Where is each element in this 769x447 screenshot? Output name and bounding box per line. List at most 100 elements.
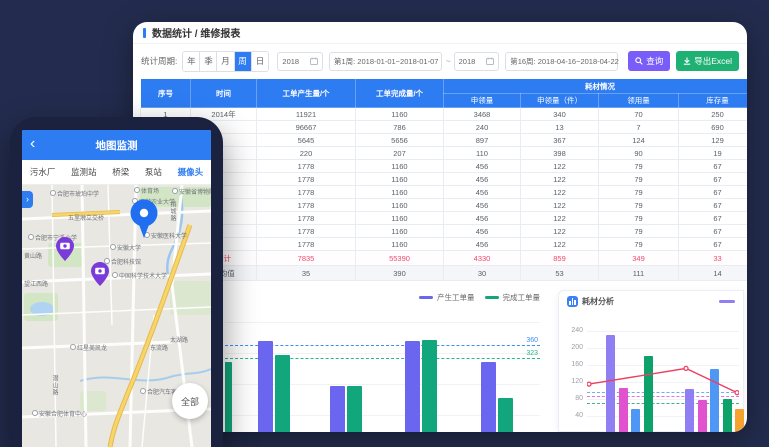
- table-cell: 1778: [257, 186, 356, 199]
- start-week-input[interactable]: 第1周: 2018-01-01~2018-01-07: [329, 52, 442, 71]
- consumables-chart-header: 耗材分析: [559, 291, 743, 311]
- period-segmented: 年季月周日: [182, 51, 269, 72]
- table-cell: 1778: [257, 238, 356, 251]
- table-cell: 122: [521, 225, 599, 238]
- legend-swatch: [485, 296, 499, 299]
- title-accent-bar: [143, 28, 146, 38]
- map-label: 东流路: [150, 343, 168, 352]
- table-cell: 67: [679, 199, 748, 212]
- group-header: 耗材情况: [444, 79, 748, 94]
- table-cell: 79: [599, 238, 679, 251]
- camera-pin-1[interactable]: [56, 237, 74, 266]
- period-option[interactable]: 日: [252, 52, 269, 71]
- back-chevron-icon[interactable]: ‹: [30, 134, 35, 154]
- end-week-input[interactable]: 第16周: 2018-04-16~2018-04-22: [505, 52, 618, 71]
- table-cell: 398: [521, 147, 599, 160]
- table-cell: 5645: [257, 134, 356, 147]
- map-label: 五里墩立交桥: [68, 213, 104, 222]
- show-all-button[interactable]: 全部: [172, 383, 208, 419]
- phone-tab[interactable]: 摄像头: [178, 166, 204, 178]
- chart-bar: [481, 362, 496, 432]
- table-cell: 13: [521, 121, 599, 134]
- chart-bar: [498, 398, 513, 432]
- filter-toolbar: 统计周期: 年季月周日 2018 第1周: 2018-01-01~2018-01…: [133, 44, 747, 78]
- table-cell: 220: [257, 147, 356, 160]
- phone-tab[interactable]: 污水厂: [30, 166, 56, 178]
- table-row[interactable]: 7177811604561227967: [141, 186, 748, 199]
- camera-pin-2[interactable]: [91, 262, 109, 291]
- selected-camera-pin[interactable]: [129, 199, 159, 244]
- table-row[interactable]: 12014年119211160346834070250: [141, 108, 748, 121]
- table-row[interactable]: 6177811604561227967: [141, 173, 748, 186]
- summary-value: 7835: [257, 251, 356, 266]
- period-label: 统计周期:: [141, 55, 177, 67]
- legend-label: 产生工单量: [437, 292, 475, 303]
- period-option[interactable]: 年: [183, 52, 200, 71]
- map-label: 太湖路: [170, 335, 188, 344]
- table-cell: 122: [521, 238, 599, 251]
- search-button[interactable]: 查询: [628, 51, 670, 71]
- summary-value: 349: [599, 251, 679, 266]
- y-axis-tick: 160: [561, 361, 583, 368]
- table-row[interactable]: 42202071103989019: [141, 147, 748, 160]
- breadcrumb-row: 数据统计 / 维修报表: [133, 22, 747, 44]
- calendar-icon: [310, 57, 318, 65]
- chart-bar: [330, 386, 345, 432]
- table-row[interactable]: 9177811604561227967: [141, 212, 748, 225]
- table-cell: 79: [599, 160, 679, 173]
- map-label: 合肥市琥珀中学: [50, 189, 99, 198]
- legend-item: 产生工单量: [419, 292, 475, 303]
- end-year-value: 2018: [459, 57, 476, 66]
- export-excel-button[interactable]: 导出Excel: [676, 51, 739, 71]
- table-cell: 129: [679, 134, 748, 147]
- end-year-input[interactable]: 2018: [454, 52, 500, 71]
- period-option[interactable]: 月: [217, 52, 234, 71]
- map-expand-button[interactable]: ›: [22, 191, 33, 208]
- y-axis-tick: 40: [561, 412, 583, 419]
- map-label: 望江西路: [24, 279, 48, 288]
- period-option[interactable]: 周: [235, 52, 252, 71]
- table-row[interactable]: 5177811604561227967: [141, 160, 748, 173]
- table-row[interactable]: 11177811604561227967: [141, 238, 748, 251]
- table-cell: 1160: [356, 173, 444, 186]
- summary-value: 111: [599, 266, 679, 281]
- consumables-chart-plot: 2402001601208040: [587, 313, 739, 432]
- table-cell: 122: [521, 186, 599, 199]
- phone-mockup: ‹ 地图监测 污水厂 监测站 桥梁 泵站 摄像头: [10, 117, 223, 447]
- table-cell: 79: [599, 212, 679, 225]
- summary-value: 4330: [444, 251, 521, 266]
- table-cell: 456: [444, 160, 521, 173]
- charts-row: 产生工单量完成工单量 360323 耗材分析 2402001601208040: [133, 288, 747, 432]
- phone-tab[interactable]: 泵站: [145, 166, 162, 178]
- phone-tab[interactable]: 监测站: [71, 166, 97, 178]
- period-option[interactable]: 季: [200, 52, 217, 71]
- summary-value: 14: [679, 266, 748, 281]
- table-cell: 1778: [257, 225, 356, 238]
- column-header: 时间: [191, 79, 257, 108]
- table-cell: 3468: [444, 108, 521, 121]
- table-row[interactable]: 10177811604561227967: [141, 225, 748, 238]
- table-cell: 1778: [257, 160, 356, 173]
- y-axis-tick: 200: [561, 344, 583, 351]
- start-year-input[interactable]: 2018: [277, 52, 323, 71]
- table-cell: 96667: [257, 121, 356, 134]
- search-icon: [635, 57, 643, 65]
- phone-tab[interactable]: 桥梁: [112, 166, 129, 178]
- table-cell: 1160: [356, 212, 444, 225]
- phone-page-title: 地图监测: [96, 138, 138, 153]
- table-cell: 1160: [356, 186, 444, 199]
- export-button-label: 导出Excel: [694, 55, 732, 67]
- table-row[interactable]: 296667786240137690: [141, 121, 748, 134]
- table-cell: 1160: [356, 108, 444, 121]
- map-label: 合肥科技馆: [104, 257, 141, 266]
- table-cell: 456: [444, 225, 521, 238]
- column-header: 序号: [141, 79, 191, 108]
- table-cell: 19: [679, 147, 748, 160]
- table-row[interactable]: 356455656897367124129: [141, 134, 748, 147]
- map-label: 黄山路: [24, 251, 42, 260]
- table-row[interactable]: 8177811604561227967: [141, 199, 748, 212]
- table-cell: 1778: [257, 199, 356, 212]
- map-view[interactable]: › 全部 合肥市琥珀中学体育场安徽农业大学安徽省博物院桐城路五里墩立交桥安徽医科…: [22, 185, 211, 447]
- map-label: 中国科学技术大学: [112, 271, 167, 280]
- table-cell: 1160: [356, 199, 444, 212]
